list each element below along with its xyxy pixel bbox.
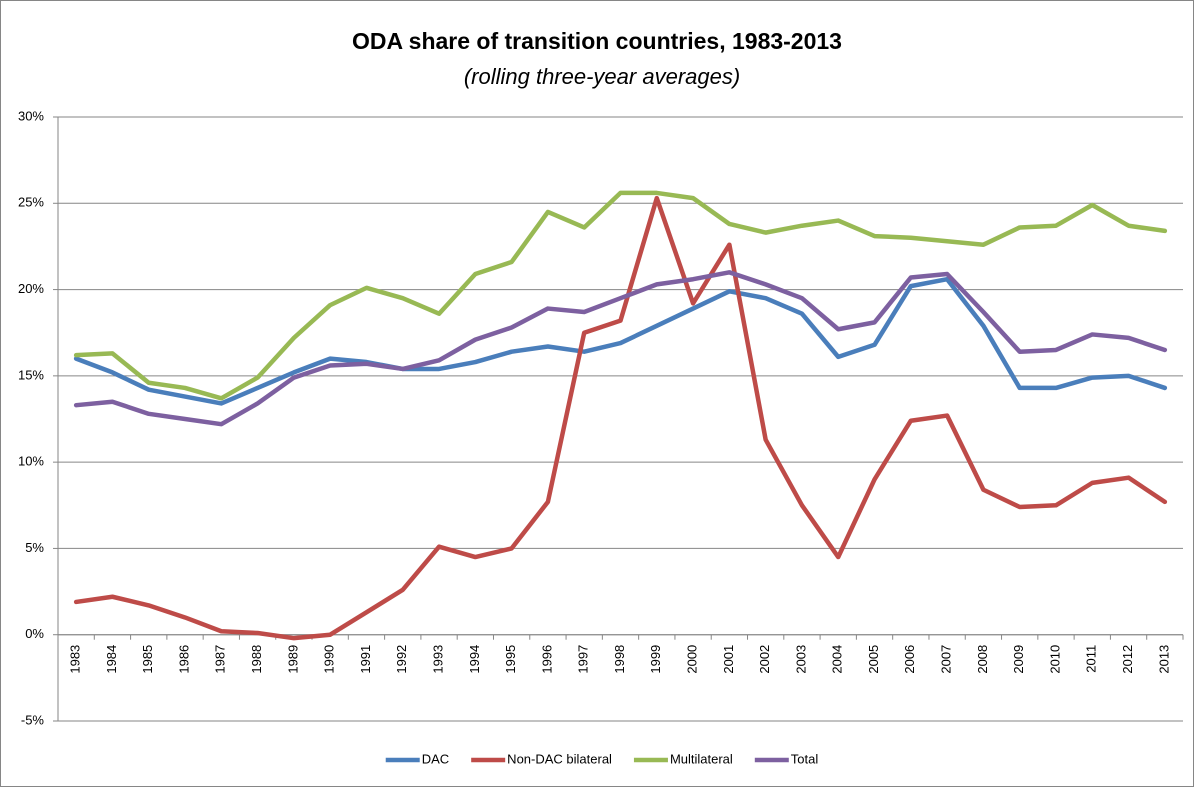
x-tick-label: 1999 [648,645,663,674]
x-tick-label: 2008 [975,645,990,674]
x-tick-label: 1990 [322,645,337,674]
x-tick-label: 1984 [104,645,119,674]
x-tick-label: 1995 [503,645,518,674]
x-tick-label: 2004 [830,645,845,674]
x-tick-label: 2010 [1047,645,1062,674]
x-tick-label: 2006 [902,645,917,674]
x-tick-label: 2012 [1120,645,1135,674]
y-tick-label: 25% [18,195,44,210]
x-tick-label: 1983 [68,645,83,674]
y-tick-label: 30% [18,108,44,123]
chart-title: ODA share of transition countries, 1983-… [352,28,842,54]
x-tick-label: 1989 [285,645,300,674]
y-tick-label: 15% [18,367,44,382]
y-tick-label: 5% [25,540,44,555]
x-tick-label: 1992 [394,645,409,674]
x-tick-label: 2003 [793,645,808,674]
x-tick-label: 1988 [249,645,264,674]
x-tick-label: 2007 [939,645,954,674]
x-tick-label: 1994 [467,645,482,674]
y-tick-label: 20% [18,281,44,296]
x-tick-label: 1991 [358,645,373,674]
x-tick-label: 2005 [866,645,881,674]
x-tick-label: 2001 [721,645,736,674]
x-tick-label: 1996 [539,645,554,674]
x-tick-label: 1997 [576,645,591,674]
y-tick-label: 10% [18,454,44,469]
legend-label: Non-DAC bilateral [507,751,612,766]
y-tick-label: -5% [21,712,45,727]
x-tick-label: 2000 [685,645,700,674]
x-tick-label: 1985 [140,645,155,674]
x-tick-label: 1986 [176,645,191,674]
x-tick-label: 2002 [757,645,772,674]
series-line [73,190,1168,401]
series-line [73,195,1168,641]
legend-label: Total [791,751,819,766]
x-tick-label: 1998 [612,645,627,674]
legend-label: DAC [422,751,449,766]
series-line [73,270,1168,427]
x-tick-label: 2009 [1011,645,1026,674]
y-tick-label: 0% [25,626,44,641]
chart-subtitle: (rolling three-year averages) [464,64,740,89]
x-tick-label: 2011 [1084,645,1099,673]
x-tick-label: 2013 [1156,645,1171,674]
x-tick-label: 1993 [430,645,445,674]
legend-label: Multilateral [670,751,733,766]
legend: DAC Non-DAC bilateral Multilateral Total [385,751,819,766]
series-line [73,276,1168,406]
x-tick-label: 1987 [213,645,228,674]
